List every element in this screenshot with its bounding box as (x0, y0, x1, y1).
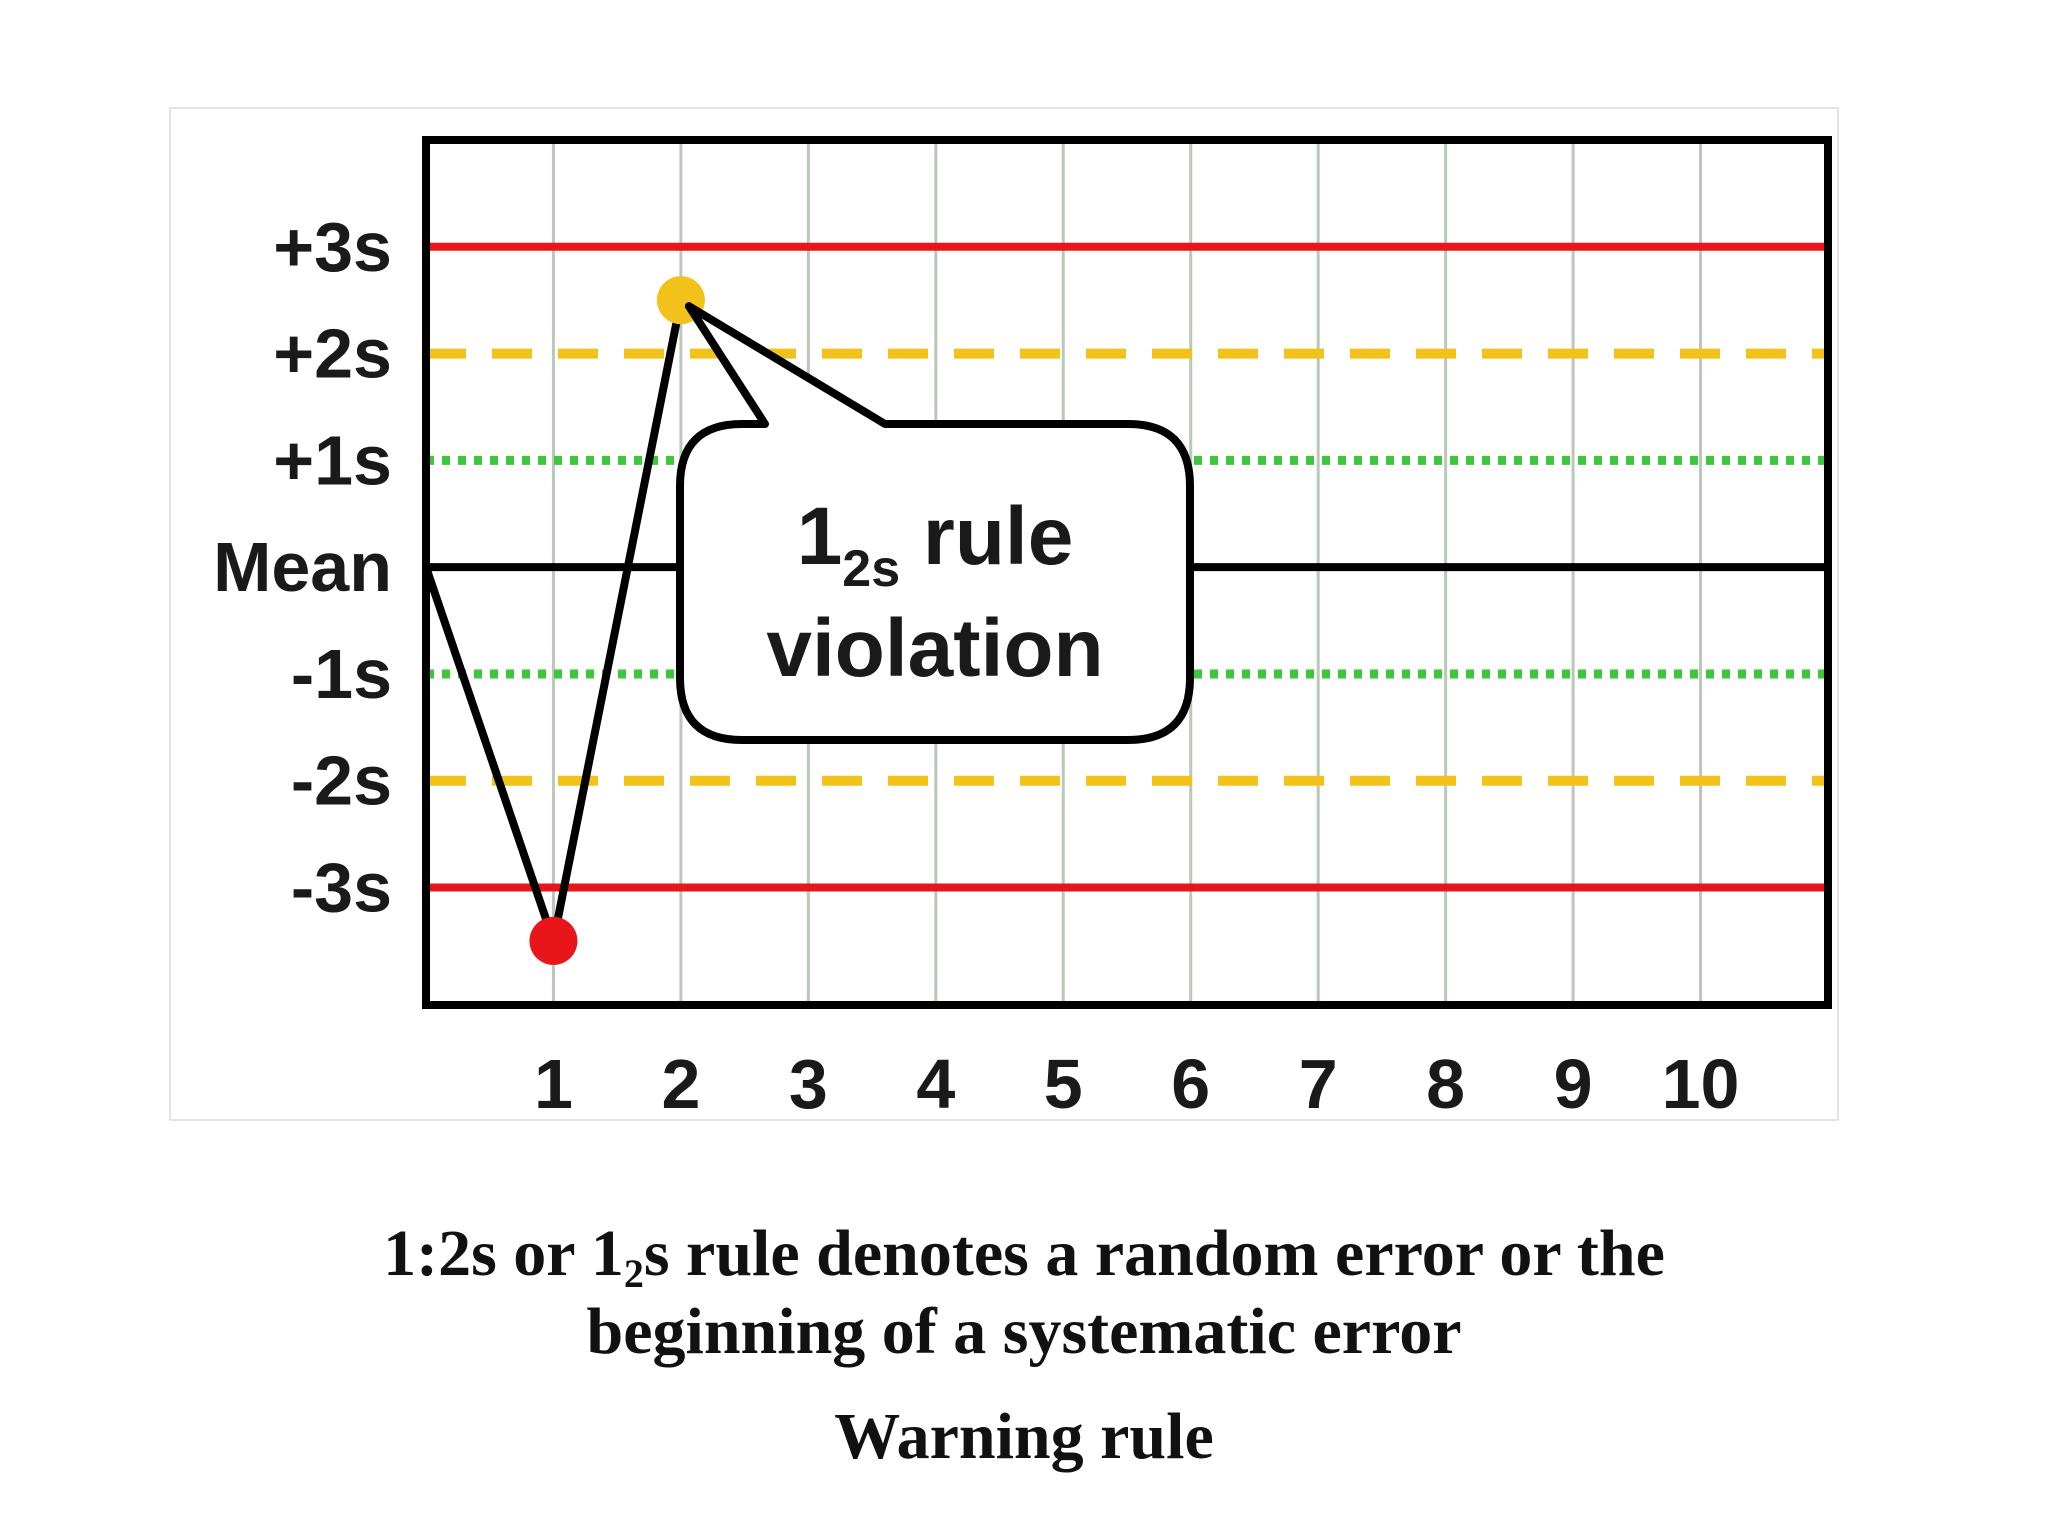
y-tick-minus-1s: -1s (291, 635, 392, 713)
y-tick-plusminus-3s: +3s (273, 208, 392, 286)
callout-subscript: 2s (842, 540, 900, 598)
caption-part1: 1:2s or 1 (383, 1217, 624, 1290)
x-tick-2: 2 (661, 1045, 700, 1123)
data-series (422, 276, 705, 965)
caption-subscript: 2 (623, 1251, 644, 1296)
x-tick-8: 8 (1426, 1045, 1465, 1123)
x-tick-1: 1 (534, 1045, 573, 1123)
x-tick-9: 9 (1554, 1045, 1593, 1123)
caption-description: 1:2s or 12s rule denotes a random error … (0, 1215, 2048, 1371)
caption-line2: beginning of a systematic error (586, 1295, 1462, 1368)
callout-bubble (676, 302, 1194, 744)
y-tick-minus-2s: -2s (291, 742, 392, 820)
x-tick-10: 10 (1662, 1045, 1740, 1123)
callout-main: 1 (797, 491, 843, 582)
y-tick-mean: Mean (213, 528, 392, 606)
y-tick-minus-3s: -3s (291, 849, 392, 927)
callout-line1: 12s rule (797, 491, 1074, 598)
x-tick-6: 6 (1171, 1045, 1210, 1123)
caption-part2: s rule denotes a random error or the (643, 1217, 1665, 1290)
data-point-1 (529, 916, 578, 965)
y-tick-labels: +3s +2s +1s Mean -1s -2s -3s (213, 208, 392, 927)
x-tick-5: 5 (1044, 1045, 1083, 1123)
x-tick-7: 7 (1299, 1045, 1338, 1123)
callout-suffix: rule (900, 491, 1073, 582)
plot-frame (422, 136, 1832, 1009)
x-tick-3: 3 (789, 1045, 828, 1123)
x-tick-labels: 1 2 3 4 5 6 7 8 9 10 (534, 1045, 1739, 1123)
x-tick-4: 4 (916, 1045, 955, 1123)
callout-line2: violation (766, 603, 1103, 694)
y-tick-plusminus-1s: +1s (273, 421, 392, 499)
caption-rule-name: Warning rule (834, 1400, 1214, 1473)
y-tick-plusminus-2s: +2s (273, 315, 392, 393)
